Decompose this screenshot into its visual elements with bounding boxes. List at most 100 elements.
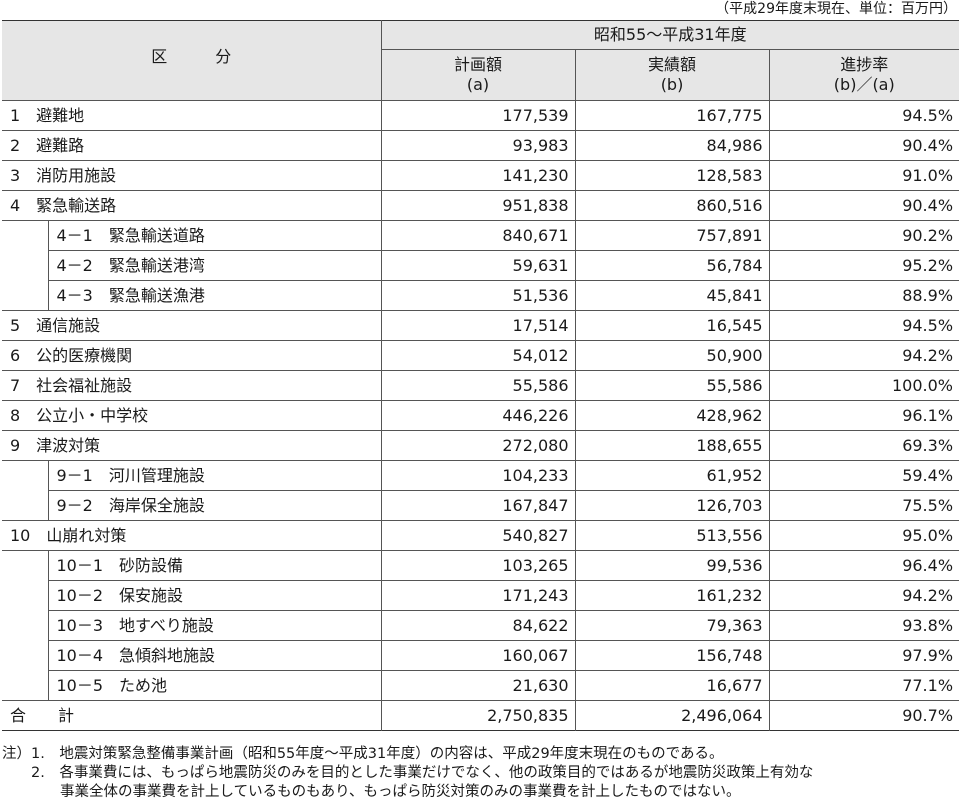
header-actual: 実績額 (b)	[574, 49, 770, 101]
row-label: 8 公立小・中学校	[2, 400, 382, 431]
rate-value: 88.9%	[768, 280, 960, 311]
actual-value: 167,775	[574, 100, 770, 131]
header-actual-sub: (b)	[660, 75, 684, 94]
row-label: 3 消防用施設	[2, 160, 382, 191]
table-row-sub: 10－3 地すべり施設 84,622 79,363 93.8%	[2, 610, 960, 641]
table-row: 7 社会福祉施設 55,586 55,586 100.0%	[2, 370, 960, 401]
actual-value: 428,962	[574, 400, 770, 431]
row-label: 7 社会福祉施設	[2, 370, 382, 401]
plan-value: 171,243	[380, 580, 576, 611]
header-category: 区 分	[2, 20, 382, 101]
actual-value: 860,516	[574, 190, 770, 221]
footnotes: 注）1. 地震対策緊急整備事業計画（昭和55年度～平成31年度）の内容は、平成2…	[2, 745, 813, 802]
total-actual: 2,496,064	[574, 700, 770, 731]
actual-value: 79,363	[574, 610, 770, 641]
actual-value: 188,655	[574, 430, 770, 461]
footnote-2-cont: 事業全体の事業費を計上しているものもあり、もっぱら防災対策のみの事業費を計上した…	[2, 784, 741, 800]
row-label: 10－5 ため池	[47, 670, 382, 701]
rate-value: 96.1%	[768, 400, 960, 431]
indent-spacer	[2, 461, 48, 521]
row-label: 9 津波対策	[2, 430, 382, 461]
row-label: 4－1 緊急輸送道路	[47, 220, 382, 251]
row-label: 4 緊急輸送路	[2, 190, 382, 221]
rate-value: 93.8%	[768, 610, 960, 641]
table-row-sub: 10－4 急傾斜地施設 160,067 156,748 97.9%	[2, 640, 960, 671]
row-label-text: 1 避難地	[10, 105, 85, 125]
table-header: 区 分 昭和55～平成31年度 計画額 (a) 実績額 (b) 進捗率 (b)／…	[2, 20, 960, 101]
plan-value: 59,631	[380, 250, 576, 281]
rate-value: 75.5%	[768, 490, 960, 521]
row-label: 2 避難路	[2, 130, 382, 161]
table-row: 2 避難路 93,983 84,986 90.4%	[2, 130, 960, 161]
row-label-text: 9 津波対策	[10, 435, 101, 455]
table-row: 9 津波対策 272,080 188,655 69.3%	[2, 430, 960, 461]
total-label: 合 計	[2, 701, 381, 731]
row-label-text: 10 山崩れ対策	[10, 525, 127, 545]
header-period: 昭和55～平成31年度	[381, 20, 960, 50]
indent-spacer	[2, 551, 48, 701]
plan-value: 93,983	[380, 130, 576, 161]
rate-value: 94.5%	[768, 100, 960, 131]
plan-value: 103,265	[380, 550, 576, 581]
plan-value: 84,622	[380, 610, 576, 641]
header-plan: 計画額 (a)	[381, 49, 576, 101]
table-row: 5 通信施設 17,514 16,545 94.5%	[2, 310, 960, 341]
row-label-text: 8 公立小・中学校	[10, 405, 149, 425]
table-row-sub: 4－1 緊急輸送道路 840,671 757,891 90.2%	[2, 220, 960, 251]
row-label: 9－2 海岸保全施設	[47, 490, 382, 521]
actual-value: 513,556	[574, 520, 770, 551]
plan-value: 177,539	[380, 100, 576, 131]
table-row-sub: 10－2 保安施設 171,243 161,232 94.2%	[2, 580, 960, 611]
actual-value: 61,952	[574, 460, 770, 491]
actual-value: 56,784	[574, 250, 770, 281]
table-row-sub: 4－2 緊急輸送港湾 59,631 56,784 95.2%	[2, 250, 960, 281]
plan-value: 167,847	[380, 490, 576, 521]
rate-value: 77.1%	[768, 670, 960, 701]
table-row: 3 消防用施設 141,230 128,583 91.0%	[2, 160, 960, 191]
rate-value: 95.0%	[768, 520, 960, 551]
total-plan: 2,750,835	[380, 700, 576, 731]
rate-value: 94.2%	[768, 580, 960, 611]
actual-value: 16,677	[574, 670, 770, 701]
plan-value: 55,586	[380, 370, 576, 401]
rate-value: 94.5%	[768, 310, 960, 341]
table-row-sub: 9－2 海岸保全施設 167,847 126,703 75.5%	[2, 490, 960, 521]
plan-value: 446,226	[380, 400, 576, 431]
row-label: 4－2 緊急輸送港湾	[47, 250, 382, 281]
row-label: 4－3 緊急輸送漁港	[47, 280, 382, 311]
plan-value: 160,067	[380, 640, 576, 671]
row-label-text: 7 社会福祉施設	[10, 375, 133, 395]
header-category-label: 区 分	[151, 47, 232, 66]
header-rate: 進捗率 (b)／(a)	[768, 49, 960, 101]
rate-value: 90.4%	[768, 130, 960, 161]
table-row-sub: 4－3 緊急輸送漁港 51,536 45,841 88.9%	[2, 280, 960, 311]
row-label: 10 山崩れ対策	[2, 520, 382, 551]
rate-value: 59.4%	[768, 460, 960, 491]
total-rate: 90.7%	[768, 700, 960, 731]
plan-value: 141,230	[380, 160, 576, 191]
actual-value: 99,536	[574, 550, 770, 581]
indent-spacer	[2, 221, 48, 311]
table-row-sub: 9－1 河川管理施設 104,233 61,952 59.4%	[2, 460, 960, 491]
row-label: 10－4 急傾斜地施設	[47, 640, 382, 671]
table-row: 4 緊急輸送路 951,838 860,516 90.4%	[2, 190, 960, 221]
plan-value: 21,630	[380, 670, 576, 701]
plan-value: 951,838	[380, 190, 576, 221]
actual-value: 16,545	[574, 310, 770, 341]
table-row: 10 山崩れ対策 540,827 513,556 95.0%	[2, 520, 960, 551]
actual-value: 128,583	[574, 160, 770, 191]
rate-value: 94.2%	[768, 340, 960, 371]
table-row-sub: 10－5 ため池 21,630 16,677 77.1%	[2, 670, 960, 701]
total-row: 合 計 2,750,835 2,496,064 90.7%	[2, 700, 960, 731]
rate-value: 95.2%	[768, 250, 960, 281]
table-row: 1 避難地 177,539 167,775 94.5%	[2, 100, 960, 131]
plan-value: 840,671	[380, 220, 576, 251]
rate-value: 97.9%	[768, 640, 960, 671]
plan-value: 540,827	[380, 520, 576, 551]
header-plan-sub: (a)	[466, 75, 490, 94]
plan-value: 17,514	[380, 310, 576, 341]
rate-value: 90.4%	[768, 190, 960, 221]
header-plan-label: 計画額	[454, 55, 503, 74]
header-rate-label: 進捗率	[840, 55, 889, 74]
actual-value: 126,703	[574, 490, 770, 521]
